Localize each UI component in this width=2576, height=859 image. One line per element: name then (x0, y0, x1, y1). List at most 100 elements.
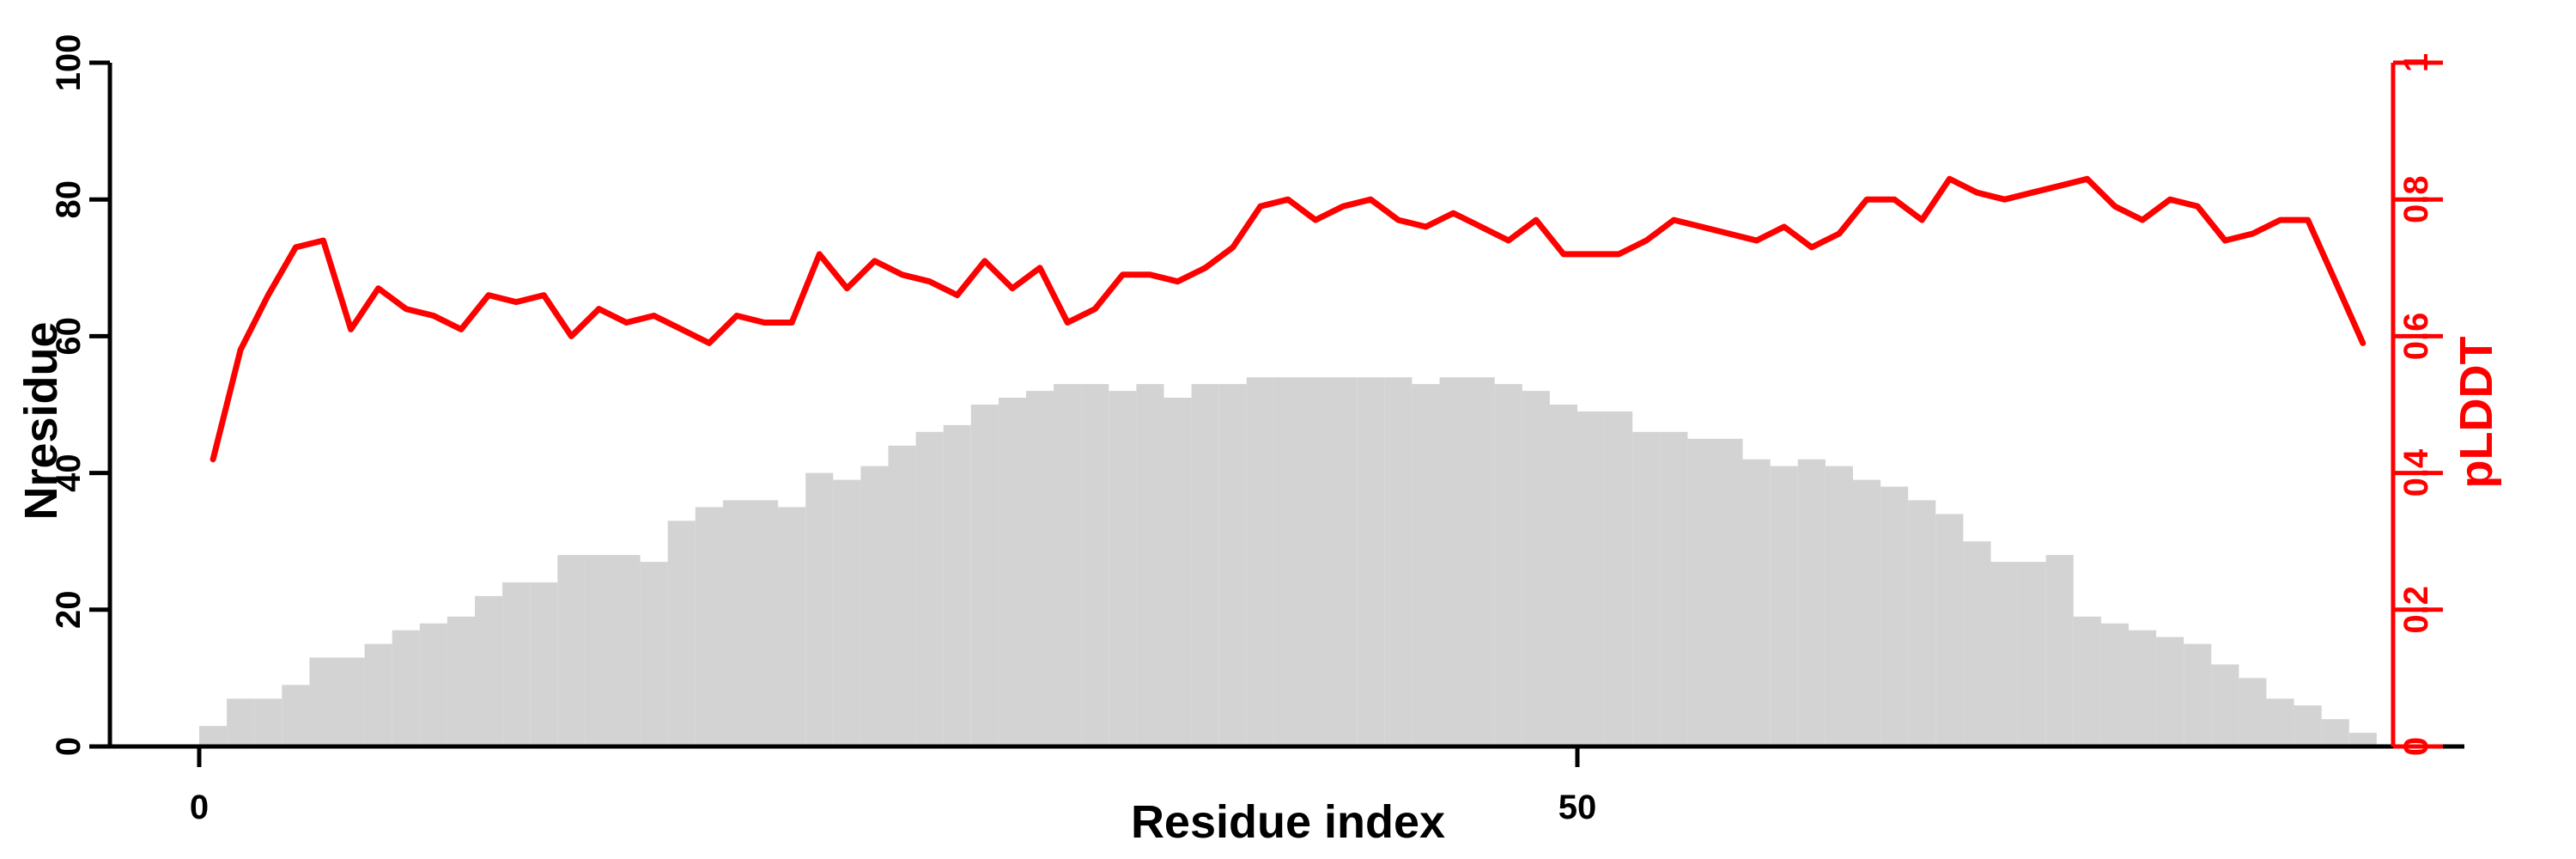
histogram-bar (1081, 384, 1109, 746)
histogram-bar (1549, 405, 1577, 746)
histogram-bar (1632, 431, 1661, 746)
histogram-bar (2073, 616, 2101, 746)
histogram-bar (2211, 664, 2239, 746)
y-axis-title-right: pLDDT (2451, 337, 2502, 489)
histogram-bar (1880, 486, 1909, 746)
histogram-bar (667, 521, 696, 746)
histogram-bar (1853, 479, 1881, 746)
histogram-bar (227, 698, 255, 746)
histogram-bar (1660, 431, 1688, 746)
y-left-tick-label: 40 (50, 454, 88, 492)
histogram-bar (2129, 630, 2157, 746)
histogram-bar (282, 685, 310, 746)
histogram-bar (1109, 391, 1137, 746)
histogram-bar (1522, 391, 1550, 746)
histogram-bar (1770, 466, 1798, 746)
histogram-bar (1026, 391, 1054, 746)
x-axis: 0 50 (110, 744, 2464, 826)
x-axis-title: Residue index (1131, 796, 1445, 848)
histogram-bar (1384, 377, 1413, 746)
histogram-bar (1163, 398, 1192, 746)
y-right-tick-label: 0 (2397, 737, 2435, 756)
y-right-tick-label: 1 (2397, 53, 2435, 72)
y-right-tick-label: 0.6 (2397, 313, 2435, 361)
histogram-bar (364, 643, 392, 746)
histogram-bar (1329, 377, 1358, 746)
histogram-bar (778, 507, 806, 746)
histogram-bar (612, 555, 641, 746)
histogram-bar (833, 479, 861, 746)
y-right-tick-label: 0.4 (2397, 448, 2435, 497)
plddt-line (210, 175, 2366, 463)
histogram-bar (337, 657, 365, 746)
histogram-bar (2184, 643, 2212, 746)
x-tick-label: 0 (190, 789, 209, 826)
histogram-bar (1494, 384, 1522, 746)
histogram-bar (585, 555, 613, 746)
y-left-tick-label: 60 (50, 317, 88, 356)
histogram-bar (2293, 705, 2322, 746)
histogram-bar (2321, 719, 2349, 746)
histogram-bar (1302, 377, 1330, 746)
y-axis-title-left: Nresidue (15, 321, 67, 520)
histogram-bar (943, 424, 971, 746)
histogram-bar (1825, 466, 1853, 746)
histogram-bar (1273, 377, 1302, 746)
histogram-bar (750, 500, 779, 746)
histogram-bar (695, 507, 723, 746)
histogram-bar (805, 472, 834, 746)
histogram-bar (2266, 698, 2294, 746)
histogram-bar (1246, 377, 1274, 746)
histogram-bar (2100, 623, 2129, 746)
histogram-bar (447, 616, 475, 746)
histogram-bar (722, 500, 750, 746)
histogram-bar (915, 431, 944, 746)
y-left-tick-label: 100 (50, 34, 88, 92)
histogram-bar (1467, 377, 1495, 746)
histogram-bar (2348, 733, 2377, 746)
y-right-tick-label: 0.2 (2397, 586, 2435, 634)
histogram-bar (1797, 459, 1826, 746)
histogram-bar (1439, 377, 1467, 746)
histogram-bar (998, 398, 1026, 746)
histogram-bar (1963, 541, 1991, 746)
histogram-bar (1357, 377, 1385, 746)
histogram-bar (1715, 438, 1743, 746)
histogram-bar (199, 726, 228, 746)
histogram-bar (475, 595, 503, 746)
y-right-tick-label: 0.8 (2397, 175, 2435, 223)
histogram-bar (254, 698, 283, 746)
histogram-bar (419, 623, 447, 746)
histogram-bars (199, 377, 2377, 746)
histogram-bar (1742, 459, 1771, 746)
histogram-bar (557, 555, 586, 746)
histogram-bar (2156, 637, 2184, 746)
histogram-bar (530, 582, 558, 746)
histogram-bar (1935, 514, 1964, 746)
histogram-bar (2045, 555, 2074, 746)
histogram-bar (1990, 562, 2019, 746)
y-axis-right: 0 0.2 0.4 0.6 0.8 1 (2391, 53, 2443, 756)
histogram-bar (502, 582, 531, 746)
histogram-bar (309, 657, 337, 746)
histogram-bar (888, 445, 916, 746)
histogram-bar (1054, 384, 1082, 746)
histogram-bar (1605, 411, 1633, 746)
histogram-bar (392, 630, 420, 746)
histogram-bar (970, 405, 999, 746)
histogram-bar (1412, 384, 1440, 746)
histogram-bar (1577, 411, 1606, 746)
histogram-bar (860, 466, 889, 746)
histogram-bar (1908, 500, 1936, 746)
histogram-bar (2018, 562, 2046, 746)
histogram-bar (1191, 384, 1219, 746)
y-left-tick-label: 20 (50, 591, 88, 630)
histogram-bar (2239, 678, 2267, 746)
histogram-bar (1218, 384, 1247, 746)
histogram-bar (1136, 384, 1164, 746)
y-left-tick-label: 0 (50, 737, 88, 756)
y-left-tick-label: 80 (50, 180, 88, 219)
histogram-bar (640, 562, 668, 746)
